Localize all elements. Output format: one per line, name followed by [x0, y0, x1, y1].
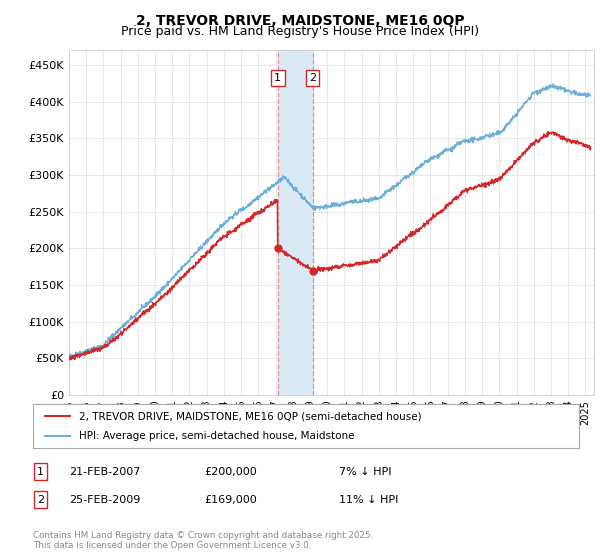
Text: 1: 1 [37, 466, 44, 477]
Text: 2, TREVOR DRIVE, MAIDSTONE, ME16 0QP (semi-detached house): 2, TREVOR DRIVE, MAIDSTONE, ME16 0QP (se… [79, 411, 422, 421]
Text: HPI: Average price, semi-detached house, Maidstone: HPI: Average price, semi-detached house,… [79, 431, 355, 441]
Text: £200,000: £200,000 [204, 466, 257, 477]
Text: 2, TREVOR DRIVE, MAIDSTONE, ME16 0QP: 2, TREVOR DRIVE, MAIDSTONE, ME16 0QP [136, 14, 464, 28]
Text: Price paid vs. HM Land Registry's House Price Index (HPI): Price paid vs. HM Land Registry's House … [121, 25, 479, 38]
Bar [278, 50, 313, 395]
Text: £169,000: £169,000 [204, 494, 257, 505]
Text: 25-FEB-2009: 25-FEB-2009 [69, 494, 140, 505]
Text: Contains HM Land Registry data © Crown copyright and database right 2025.
This d: Contains HM Land Registry data © Crown c… [33, 531, 373, 550]
Text: 7% ↓ HPI: 7% ↓ HPI [339, 466, 391, 477]
Text: 2: 2 [309, 73, 316, 83]
Text: 11% ↓ HPI: 11% ↓ HPI [339, 494, 398, 505]
Text: 1: 1 [274, 73, 281, 83]
Text: 21-FEB-2007: 21-FEB-2007 [69, 466, 140, 477]
Text: 2: 2 [37, 494, 44, 505]
